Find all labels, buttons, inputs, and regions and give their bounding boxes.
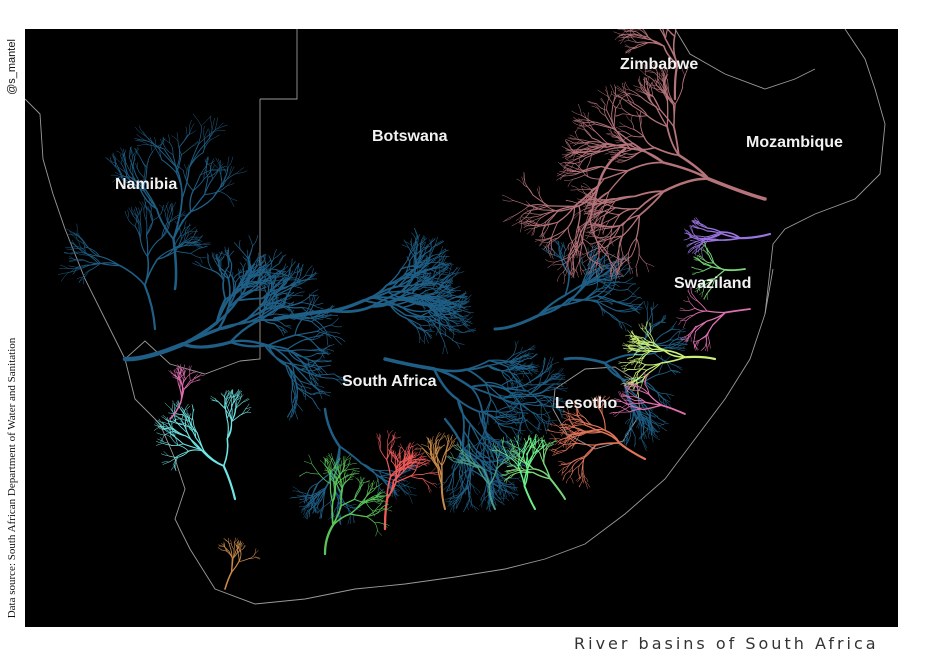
basin-inkomati	[683, 217, 772, 258]
basin-mzimvubu	[546, 394, 647, 489]
map-canvas	[25, 29, 886, 605]
country-borders	[25, 29, 886, 605]
basin-tugela	[618, 321, 717, 399]
label-south-africa: South Africa	[342, 373, 437, 390]
river-basin-map: Zimbabwe Botswana Mozambique Namibia Swa…	[25, 29, 898, 627]
basin-pongola	[676, 286, 751, 352]
label-zimbabwe: Zimbabwe	[620, 56, 699, 73]
basin-vaal	[273, 227, 476, 355]
basin-fish-namibia	[105, 113, 248, 291]
basin-great-fish	[489, 433, 547, 510]
basin-breede	[299, 453, 393, 556]
basin-vaal-upper	[493, 239, 644, 332]
basin-mzimkulu	[609, 372, 686, 417]
basin-orange-east	[383, 340, 573, 499]
namibia-coast-border	[25, 98, 126, 360]
data-source-note: Data source: South African Department of…	[6, 337, 18, 619]
credit-handle: @s_mantel	[6, 39, 18, 95]
label-lesotho: Lesotho	[555, 395, 618, 412]
zimbabwe-border	[674, 29, 816, 90]
basin-berg	[217, 537, 261, 590]
label-swaziland: Swaziland	[674, 275, 752, 292]
basin-gamtoos	[414, 431, 459, 510]
basin-sundays	[445, 441, 523, 510]
basin-limpopo-south	[501, 147, 630, 285]
basin-namibia-south	[58, 198, 211, 331]
namibia-botswana-border	[239, 29, 298, 362]
basin-caledon	[563, 301, 690, 451]
label-mozambique: Mozambique	[746, 134, 843, 151]
basin-west-coast	[168, 364, 205, 420]
map-caption: River basins of South Africa	[574, 634, 879, 653]
label-botswana: Botswana	[372, 128, 448, 145]
basin-usutu	[691, 241, 746, 300]
basin-limpopo	[556, 61, 767, 280]
basin-orange-main	[122, 235, 348, 421]
basin-gouritz	[376, 430, 441, 531]
mozambique-border	[764, 29, 886, 315]
orange-river-border	[124, 340, 241, 375]
basin-zimbabwe-rivers	[613, 29, 679, 101]
label-namibia: Namibia	[115, 176, 178, 193]
basin-olifants-doring	[153, 388, 252, 501]
sa-outline-border	[124, 268, 774, 605]
river-basins	[58, 29, 772, 590]
